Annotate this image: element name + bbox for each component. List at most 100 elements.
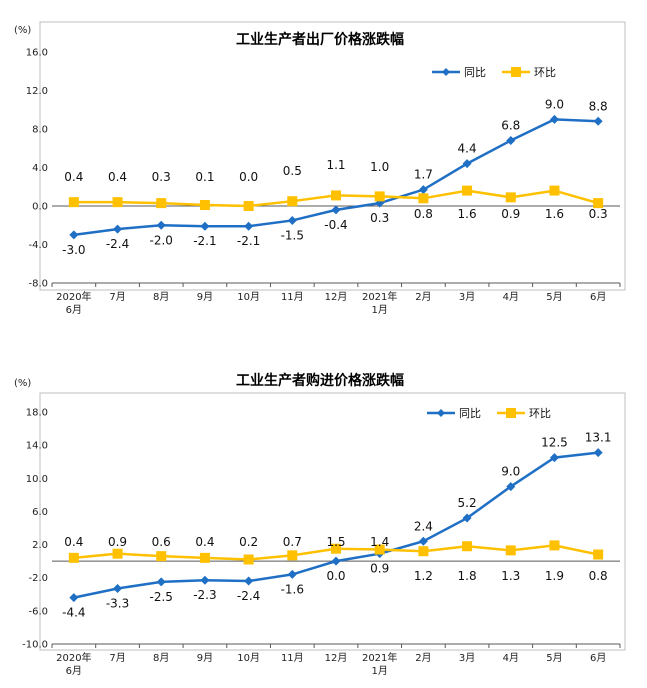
y-tick-label: 14.0 [26, 441, 48, 452]
mom-data-label: 0.5 [283, 164, 302, 178]
chart-title: 工业生产者购进价格涨跌幅 [236, 372, 404, 389]
mom-data-label: 0.4 [64, 535, 83, 549]
mom-data-label: 1.3 [501, 569, 520, 583]
y-tick-label: -6.0 [28, 606, 48, 617]
yoy-point [200, 221, 210, 231]
legend-yoy-label: 同比 [459, 407, 481, 420]
x-tick-label: 1月 [372, 665, 388, 677]
y-axis-unit: (%) [14, 378, 31, 389]
mom-data-label: 0.4 [108, 170, 127, 184]
y-tick-label: -10.0 [22, 640, 48, 651]
y-tick-label: 18.0 [26, 408, 48, 419]
x-tick-label: 2021年 [362, 651, 397, 664]
mom-point [243, 554, 254, 565]
yoy-data-label: 0.0 [326, 569, 345, 583]
mom-point [112, 197, 123, 208]
mom-data-label: 0.8 [589, 569, 608, 583]
yoy-data-label: 4.4 [458, 142, 477, 156]
x-tick-label: 11月 [281, 291, 304, 303]
y-tick-label: 16.0 [26, 48, 48, 59]
yoy-point [287, 215, 297, 225]
yoy-data-label: -2.1 [237, 234, 260, 248]
x-tick-label: 10月 [237, 291, 260, 303]
mom-point [199, 200, 210, 211]
yoy-data-label: 0.9 [370, 562, 389, 576]
y-tick-label: 6.0 [32, 507, 48, 518]
chart-1: 工业生产者出厂价格涨跌幅 (%) 16.0 12.0 8.0 4.0 0.0 -4.0 -8.0… [14, 21, 626, 316]
x-tick-label: 6月 [66, 304, 82, 316]
yoy-data-label: -4.4 [62, 606, 85, 620]
mom-point [156, 551, 167, 562]
mom-data-label: 0.7 [283, 535, 302, 549]
yoy-data-label: -2.3 [193, 588, 216, 602]
y-tick-label: 10.0 [26, 474, 48, 485]
mom-point [374, 191, 385, 202]
yoy-point [462, 159, 472, 169]
yoy-point [549, 453, 559, 463]
yoy-point [244, 576, 254, 586]
mom-point [418, 193, 429, 204]
mom-point [505, 192, 516, 203]
mom-data-label: 0.4 [64, 170, 83, 184]
mom-point [374, 544, 385, 555]
mom-point [549, 540, 560, 551]
yoy-data-label: 12.5 [541, 436, 568, 450]
y-tick-label: -8.0 [28, 279, 48, 290]
x-tick-label: 4月 [503, 291, 519, 303]
yoy-point [287, 569, 297, 579]
x-tick-label: 6月 [66, 665, 82, 677]
yoy-data-label: 1.7 [414, 168, 433, 182]
mom-data-label: 1.1 [326, 158, 345, 172]
x-tick-label: 9月 [197, 291, 213, 303]
y-tick-label: 2.0 [32, 540, 48, 551]
yoy-data-label: -3.3 [106, 596, 129, 610]
yoy-data-label: -3.0 [62, 243, 85, 257]
legend: 同比 环比 [427, 407, 551, 420]
yoy-data-label: -1.5 [281, 228, 304, 242]
mom-point [112, 548, 123, 559]
x-tick-label: 2021年 [362, 290, 397, 303]
yoy-data-label: 13.1 [585, 431, 612, 445]
yoy-data-label: 6.8 [501, 119, 520, 133]
chart-frame [39, 21, 626, 291]
yoy-data-label: -2.5 [150, 590, 173, 604]
mom-point [287, 550, 298, 561]
mom-data-label: 0.6 [152, 535, 171, 549]
y-tick-label: -2.0 [28, 573, 48, 584]
yoy-data-label: -2.4 [106, 237, 129, 251]
x-tick-label: 5月 [546, 291, 562, 303]
yoy-data-label: -2.1 [193, 234, 216, 248]
legend-yoy-label: 同比 [464, 66, 486, 79]
mom-data-label: 1.0 [370, 160, 389, 174]
mom-data-label: 1.6 [458, 207, 477, 221]
x-tick-label: 2020年 [56, 290, 91, 303]
mom-point [418, 546, 429, 557]
mom-point [505, 545, 516, 556]
x-tick-label: 7月 [109, 652, 125, 664]
mom-data-label: 1.2 [414, 569, 433, 583]
x-tick-label: 2月 [415, 652, 431, 664]
mom-data-label: 0.9 [501, 207, 520, 221]
x-tick-label: 7月 [109, 291, 125, 303]
mom-data-label: 1.9 [545, 569, 564, 583]
yoy-point [549, 114, 559, 124]
mom-data-label: 1.8 [458, 569, 477, 583]
mom-data-label: 0.3 [589, 207, 608, 221]
mom-data-label: 0.0 [239, 170, 258, 184]
mom-point [68, 552, 79, 563]
legend-mom-label: 环比 [534, 66, 556, 79]
mom-point [593, 198, 604, 209]
yoy-data-label: -1.6 [281, 582, 304, 596]
mom-data-label: 1.5 [326, 535, 345, 549]
x-tick-label: 3月 [459, 652, 475, 664]
mom-data-label: 0.2 [239, 535, 258, 549]
y-axis-unit: (%) [14, 25, 31, 36]
mom-data-label: 0.1 [195, 170, 214, 184]
yoy-point [156, 577, 166, 587]
yoy-data-label: 9.0 [545, 97, 564, 111]
x-tick-label: 6月 [590, 291, 606, 303]
mom-point [549, 185, 560, 196]
yoy-data-label: 9.0 [501, 465, 520, 479]
mom-point [199, 552, 210, 563]
